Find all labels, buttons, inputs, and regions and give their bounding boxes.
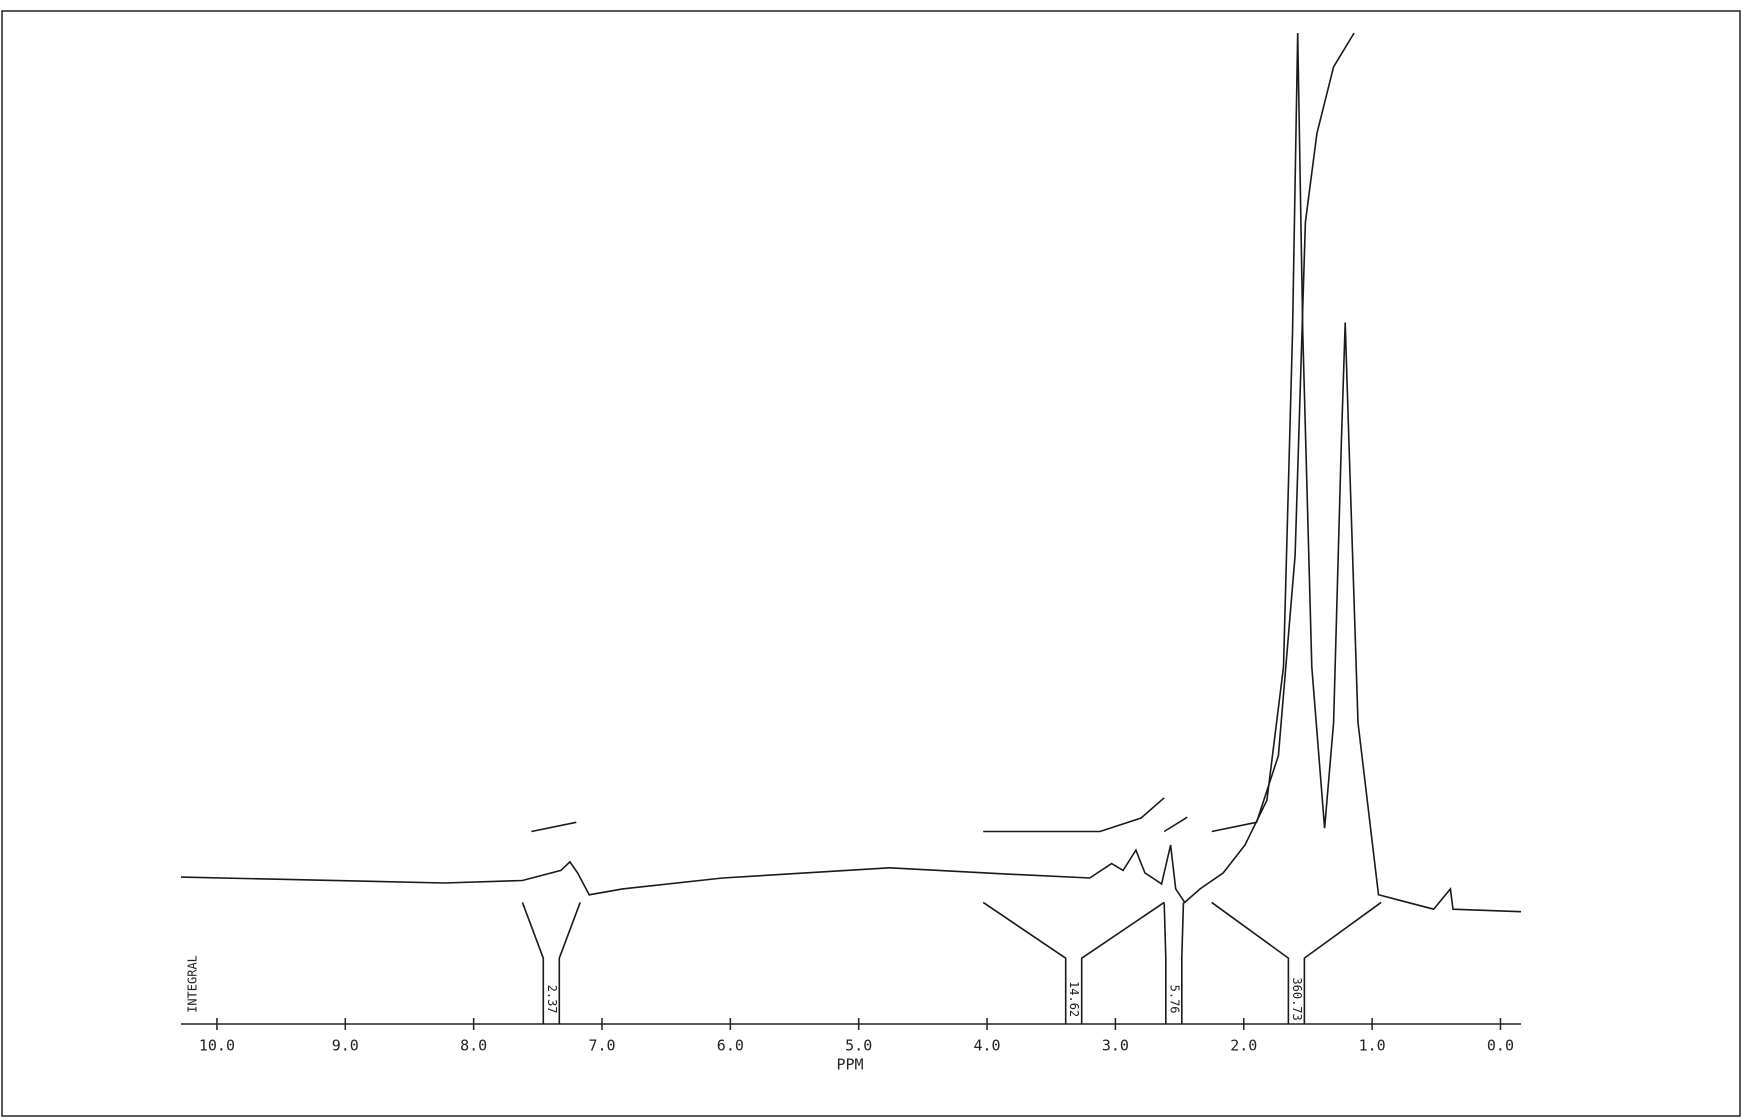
x-tick-label: 3.0 [1102,1037,1129,1055]
y-axis-label: INTEGRAL [186,955,200,1013]
x-tick-label: 8.0 [460,1037,487,1055]
integral-bracket [1211,901,1382,1024]
integral-bracket [521,902,581,1024]
x-tick-label: 4.0 [974,1037,1001,1055]
integral-label: 5.76 [1167,985,1181,1014]
integral-label: 14.62 [1067,981,1081,1017]
spectrum-trace [180,32,1522,913]
integral-bracket [1163,902,1185,1024]
x-axis-label: PPM [836,1056,863,1074]
frame [1,10,1741,1117]
integral-trace [531,32,1355,833]
x-tick-label: 5.0 [845,1037,872,1055]
integral-label: 360.73 [1290,977,1304,1020]
x-tick-label: 2.0 [1230,1037,1257,1055]
x-tick-label: 6.0 [717,1037,744,1055]
x-tick-label: 0.0 [1487,1037,1514,1055]
integral-label: 2.37 [545,985,559,1014]
x-tick-label: 1.0 [1359,1037,1386,1055]
x-tick-label: 7.0 [588,1037,615,1055]
integral-bracket [982,901,1165,1024]
x-tick-label: 10.0 [199,1037,235,1055]
x-tick-label: 9.0 [332,1037,359,1055]
